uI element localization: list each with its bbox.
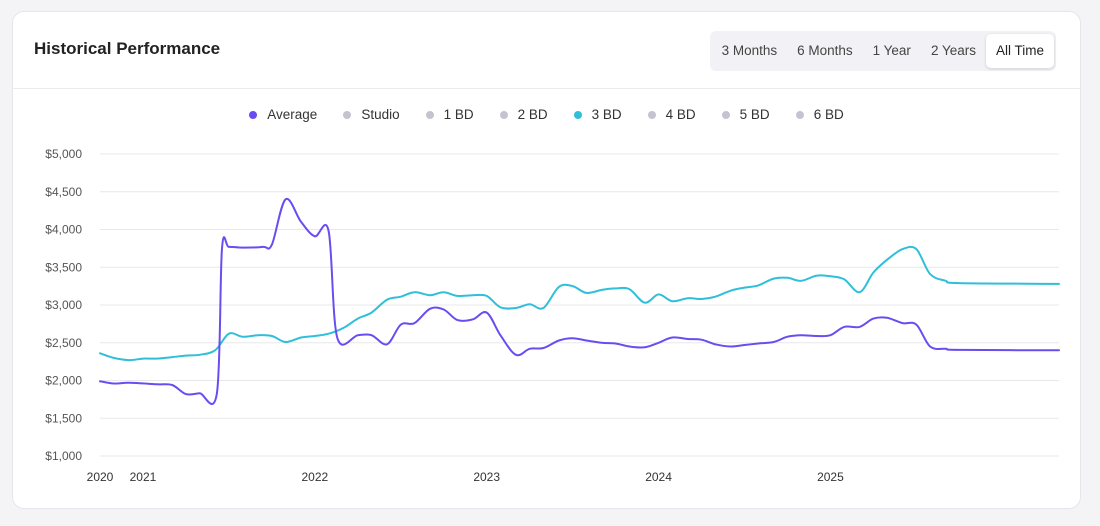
- legend-label-2bd: 2 BD: [517, 107, 548, 122]
- legend-label-4bd: 4 BD: [665, 107, 696, 122]
- range-button-6-months[interactable]: 6 Months: [797, 43, 853, 58]
- legend-item-3bd[interactable]: 3 BD: [573, 107, 622, 122]
- y-tick-label: $2,500: [45, 336, 82, 350]
- legend-item-5bd[interactable]: 5 BD: [721, 107, 770, 122]
- x-tick-label: 2022: [301, 470, 328, 484]
- y-tick-label: $4,000: [45, 223, 82, 237]
- legend-dot-average: [249, 110, 258, 119]
- legend-dot-5bd: [721, 110, 730, 119]
- card-title: Historical Performance: [34, 39, 221, 58]
- x-tick-label: 2025: [817, 470, 844, 484]
- y-tick-label: $1,000: [45, 449, 82, 463]
- legend-label-6bd: 6 BD: [813, 107, 844, 122]
- y-tick-label: $1,500: [45, 411, 82, 425]
- y-tick-label: $4,500: [45, 185, 82, 199]
- legend-item-studio[interactable]: Studio: [343, 107, 400, 122]
- line-chart: $1,000 $1,500 $2,000 $2,500 $3,000 $3,500 $4,0…: [45, 147, 1060, 484]
- series-line-3-bd: [99, 245, 1060, 362]
- x-tick-label: 2020: [87, 470, 114, 484]
- historical-performance-card: Historical Performance 3 Months 6 Months…: [12, 11, 1081, 509]
- range-button-all-time[interactable]: All Time: [985, 34, 1054, 68]
- y-tick-label: $3,500: [45, 260, 82, 274]
- legend-label-5bd: 5 BD: [739, 107, 770, 122]
- range-button-2-years[interactable]: 2 Years: [930, 43, 976, 58]
- legend-label-1bd: 1 BD: [443, 107, 474, 122]
- x-tick-label: 2023: [473, 470, 500, 484]
- series-line-average: [99, 197, 1060, 405]
- legend-label-average: Average: [267, 107, 318, 122]
- card-header: Historical Performance 3 Months 6 Months…: [13, 12, 1080, 89]
- x-tick-label: 2024: [645, 470, 672, 484]
- legend-item-1bd[interactable]: 1 BD: [425, 107, 474, 122]
- range-button-3-months[interactable]: 3 Months: [721, 43, 778, 58]
- legend-dot-1bd: [425, 110, 434, 119]
- legend-label-studio: Studio: [361, 107, 400, 122]
- chart-legend: Average Studio 1 BD 2 BD 3 BD 4 BD 5 BD …: [13, 107, 1080, 122]
- legend-dot-3bd: [573, 110, 582, 119]
- legend-item-2bd[interactable]: 2 BD: [499, 107, 548, 122]
- legend-dot-4bd: [647, 110, 656, 119]
- y-tick-label: $5,000: [45, 147, 82, 161]
- legend-dot-studio: [343, 110, 352, 119]
- x-tick-label: 2021: [130, 470, 157, 484]
- legend-dot-2bd: [499, 110, 508, 119]
- y-tick-label: $3,000: [45, 298, 82, 312]
- legend-item-6bd[interactable]: 6 BD: [795, 107, 844, 122]
- y-tick-label: $2,000: [45, 374, 82, 388]
- time-range-selector: 3 Months 6 Months 1 Year 2 Years All Tim…: [709, 31, 1056, 71]
- legend-item-4bd[interactable]: 4 BD: [647, 107, 696, 122]
- legend-label-3bd: 3 BD: [591, 107, 622, 122]
- legend-dot-6bd: [795, 110, 804, 119]
- legend-item-average[interactable]: Average: [249, 107, 317, 122]
- range-button-1-year[interactable]: 1 Year: [872, 43, 911, 58]
